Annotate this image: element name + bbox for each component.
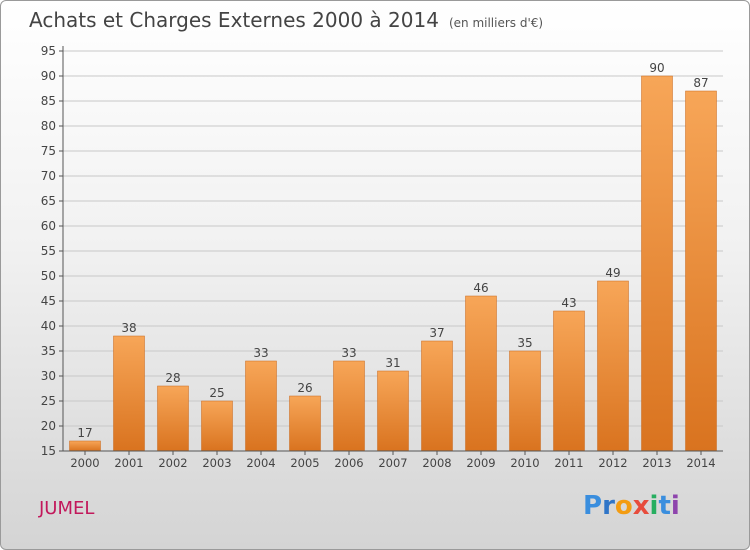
x-tick-label: 2010 bbox=[510, 456, 539, 470]
logo-letter: i bbox=[649, 491, 659, 521]
x-tick-label: 2009 bbox=[466, 456, 495, 470]
bar-2003 bbox=[201, 400, 233, 452]
data-label-2007: 31 bbox=[385, 356, 400, 370]
x-tick-label: 2007 bbox=[378, 456, 407, 470]
y-tick-label: 70 bbox=[41, 169, 56, 183]
axes bbox=[62, 46, 723, 452]
data-label-2009: 46 bbox=[473, 281, 488, 295]
chart-unit-label: (en milliers d'€) bbox=[448, 16, 544, 30]
logo-letter: t bbox=[658, 491, 671, 521]
data-label-2004: 33 bbox=[253, 346, 268, 360]
logo-letter: o bbox=[614, 491, 633, 521]
x-tick-label: 2013 bbox=[642, 456, 671, 470]
x-tick-label: 2006 bbox=[334, 456, 363, 470]
logo-letter: i bbox=[670, 491, 680, 521]
commune-name: JUMEL bbox=[39, 498, 95, 519]
data-label-2008: 37 bbox=[429, 326, 444, 340]
bar-2000 bbox=[69, 440, 101, 452]
x-tick-label: 2002 bbox=[158, 456, 187, 470]
y-tick-label: 90 bbox=[41, 69, 56, 83]
y-tick-label: 60 bbox=[41, 219, 56, 233]
y-tick-label: 65 bbox=[41, 194, 56, 208]
logo-letter: P bbox=[583, 491, 603, 521]
y-tick-label: 35 bbox=[41, 344, 56, 358]
x-tick-label: 2008 bbox=[422, 456, 451, 470]
y-tick-label: 20 bbox=[41, 419, 56, 433]
bar-2013 bbox=[641, 75, 673, 452]
logo-letter: r bbox=[602, 491, 615, 521]
data-label-2006: 33 bbox=[341, 346, 356, 360]
bar-2014 bbox=[685, 90, 717, 452]
bar-2011 bbox=[553, 310, 585, 452]
x-tick-label: 2014 bbox=[686, 456, 715, 470]
y-tick-label: 45 bbox=[41, 294, 56, 308]
data-label-2012: 49 bbox=[605, 266, 620, 280]
x-tick-label: 2011 bbox=[554, 456, 583, 470]
x-tick-label: 2004 bbox=[246, 456, 275, 470]
x-tick-label: 2001 bbox=[114, 456, 143, 470]
data-label-2014: 87 bbox=[693, 76, 708, 90]
y-tick-label: 15 bbox=[41, 444, 56, 458]
y-tick-label: 30 bbox=[41, 369, 56, 383]
bar-2005 bbox=[289, 395, 321, 452]
data-label-2003: 25 bbox=[209, 386, 224, 400]
data-label-2011: 43 bbox=[561, 296, 576, 310]
bar-2009 bbox=[465, 295, 497, 452]
x-tick-label: 2005 bbox=[290, 456, 319, 470]
y-tick-label: 75 bbox=[41, 144, 56, 158]
bars bbox=[69, 75, 717, 452]
bar-2007 bbox=[377, 370, 409, 452]
bar-2001 bbox=[113, 335, 145, 452]
bar-2002 bbox=[157, 385, 189, 452]
y-axis-ticks: 15 20 25 30 35 40 45 50 55 60 65 70 75 80 85 90 95 bbox=[41, 44, 63, 458]
bar-2004 bbox=[245, 360, 277, 452]
y-tick-label: 85 bbox=[41, 94, 56, 108]
x-tick-label: 2003 bbox=[202, 456, 231, 470]
data-label-2010: 35 bbox=[517, 336, 532, 350]
x-tick-label: 2012 bbox=[598, 456, 627, 470]
data-label-2000: 17 bbox=[77, 426, 92, 440]
chart-title: Achats et Charges Externes 2000 à 2014 (e… bbox=[29, 8, 543, 32]
data-label-2013: 90 bbox=[649, 61, 664, 75]
data-labels: 17 38 28 25 33 26 33 31 37 46 35 43 49 90 87 bbox=[77, 61, 708, 440]
chart-title-text: Achats et Charges Externes 2000 à 2014 bbox=[29, 8, 439, 32]
y-tick-label: 80 bbox=[41, 119, 56, 133]
y-tick-label: 95 bbox=[41, 44, 56, 58]
logo-letter: x bbox=[632, 491, 650, 521]
bar-2006 bbox=[333, 360, 365, 452]
data-label-2002: 28 bbox=[165, 371, 180, 385]
y-tick-label: 25 bbox=[41, 394, 56, 408]
bar-2008 bbox=[421, 340, 453, 452]
data-label-2005: 26 bbox=[297, 381, 312, 395]
data-label-2001: 38 bbox=[121, 321, 136, 335]
x-tick-label: 2000 bbox=[70, 456, 99, 470]
x-axis-ticks: 2000 2001 2002 2003 2004 2005 2006 2007 2008 2009… bbox=[70, 451, 716, 470]
proxiti-logo[interactable]: Proxiti bbox=[583, 491, 680, 521]
bar-2012 bbox=[597, 280, 629, 452]
y-tick-label: 50 bbox=[41, 269, 56, 283]
y-tick-label: 55 bbox=[41, 244, 56, 258]
bar-2010 bbox=[509, 350, 541, 452]
y-tick-label: 40 bbox=[41, 319, 56, 333]
